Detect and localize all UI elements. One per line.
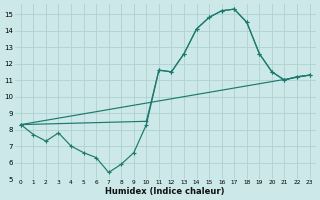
X-axis label: Humidex (Indice chaleur): Humidex (Indice chaleur) (106, 187, 225, 196)
